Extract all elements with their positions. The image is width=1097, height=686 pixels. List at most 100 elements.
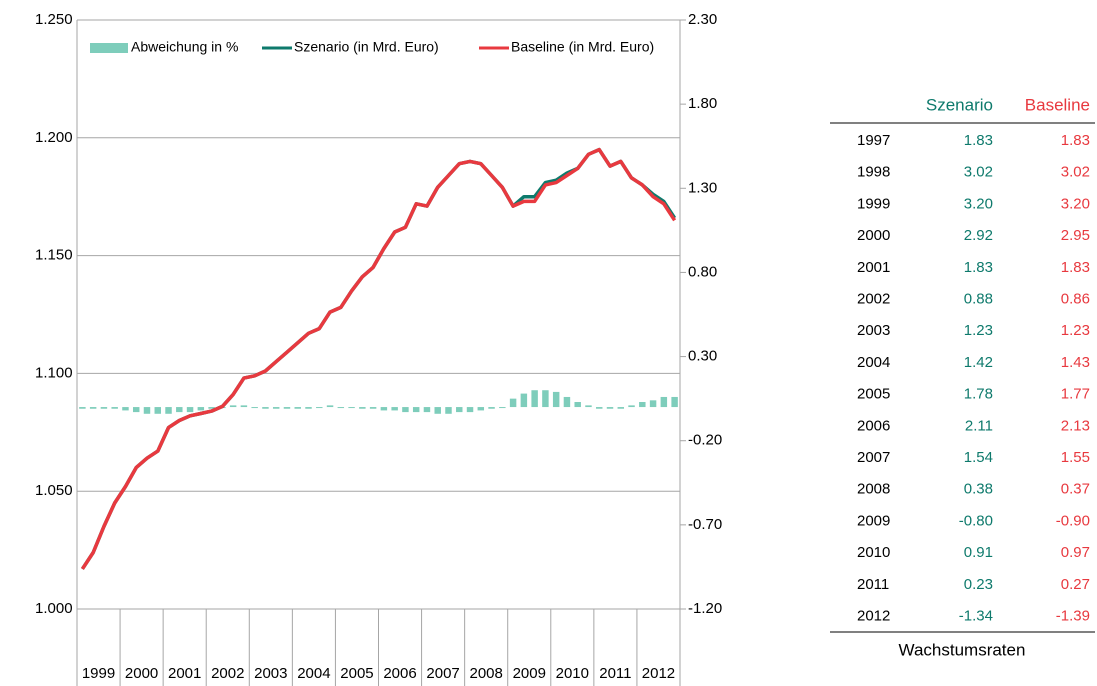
bar [240,405,248,408]
bar [456,407,463,413]
table-cell: 0.27 [1061,576,1090,593]
y2-tick-label: -0.70 [688,516,722,533]
table-cell: -1.39 [1056,607,1090,624]
bar [542,390,549,408]
bar [316,407,323,409]
bar [111,407,118,409]
bar [552,391,560,408]
x-tick-label: 2007 [426,665,459,682]
table-cell: -0.80 [959,512,993,529]
table-cell: 2009 [857,512,890,529]
table-cell: 0.37 [1061,481,1090,498]
bar [434,407,441,414]
bar [305,407,312,409]
bar [574,402,581,408]
bar [143,407,151,414]
bar [208,407,215,409]
table-cell: 2.92 [964,227,993,244]
table-cell: 1.42 [964,354,993,371]
table-cell: 1.83 [964,259,993,276]
bar [585,405,592,408]
bar [639,402,646,408]
bar [272,407,280,409]
table-cell: 2006 [857,417,890,434]
bar [186,407,194,413]
table-cell: 1.78 [964,386,993,403]
bar [649,400,657,408]
x-tick-label: 1999 [82,665,115,682]
bar [563,396,571,408]
y2-tick-label: -1.20 [688,600,722,617]
y2-tick-label: 0.80 [688,263,717,280]
table-cell: 1.83 [1061,259,1090,276]
y-tick-label: 1.200 [35,129,73,146]
bar [369,407,377,409]
bar [617,407,625,409]
bar [283,407,291,409]
x-tick-label: 2002 [211,665,244,682]
bar [132,407,140,413]
bar [100,407,108,409]
bar [477,407,485,411]
y2-tick-label: 2.30 [688,11,717,28]
bar [531,390,538,408]
table-cell: 1998 [857,164,890,181]
table-cell: 1.54 [964,449,993,466]
bar [79,407,86,409]
bar [445,407,452,414]
bar [499,407,506,409]
y2-tick-label: 0.30 [688,348,717,365]
x-tick-label: 2008 [469,665,502,682]
table-cell: 3.20 [964,195,993,212]
table-cell: 3.02 [1061,164,1090,181]
line-series [80,147,677,570]
bar [326,405,334,408]
bar [89,407,97,409]
bar [606,407,614,409]
table-cell: 2004 [857,354,890,371]
y2-tick-label: 1.30 [688,179,717,196]
x-tick-label: 2006 [383,665,416,682]
table-cell: 1.55 [1061,449,1090,466]
bar [176,407,183,413]
bar [197,407,205,411]
x-tick-label: 2010 [556,665,589,682]
table-cell: 2.95 [1061,227,1090,244]
bar [294,407,301,409]
legend-swatch [90,43,128,53]
table-cell: 1.77 [1061,386,1090,403]
table-cell: 3.20 [1061,195,1090,212]
table-cell: 2008 [857,481,890,498]
bar [509,398,517,408]
table-cell: 2.11 [965,417,993,434]
table-cell: -1.34 [959,607,993,624]
bar [122,407,129,411]
line-series [80,147,677,570]
table-cell: 0.88 [964,290,993,307]
bar [466,407,474,413]
table-cell: 1.83 [1061,132,1090,149]
y2-tick-label: -0.20 [688,432,722,449]
table-cell: 1.23 [1061,322,1090,339]
bar [660,396,668,408]
table-cell: 2001 [857,259,890,276]
table-cell: 2002 [857,290,890,307]
bar [359,407,366,409]
y-tick-label: 1.000 [35,600,73,617]
table-cell: 2000 [857,227,890,244]
table-cell: 0.23 [964,576,993,593]
table-cell: 1.83 [964,132,993,149]
bar [337,407,345,409]
bar [488,407,495,409]
bar [165,407,172,414]
table-cell: 2011 [857,576,889,593]
bar [596,407,603,409]
table-cell: 0.86 [1061,290,1090,307]
y-tick-label: 1.150 [35,247,73,264]
table-cell: 2007 [857,449,890,466]
table-cell: 1.43 [1061,354,1090,371]
bar [229,405,237,408]
bar [628,405,635,408]
x-tick-label: 2009 [513,665,546,682]
